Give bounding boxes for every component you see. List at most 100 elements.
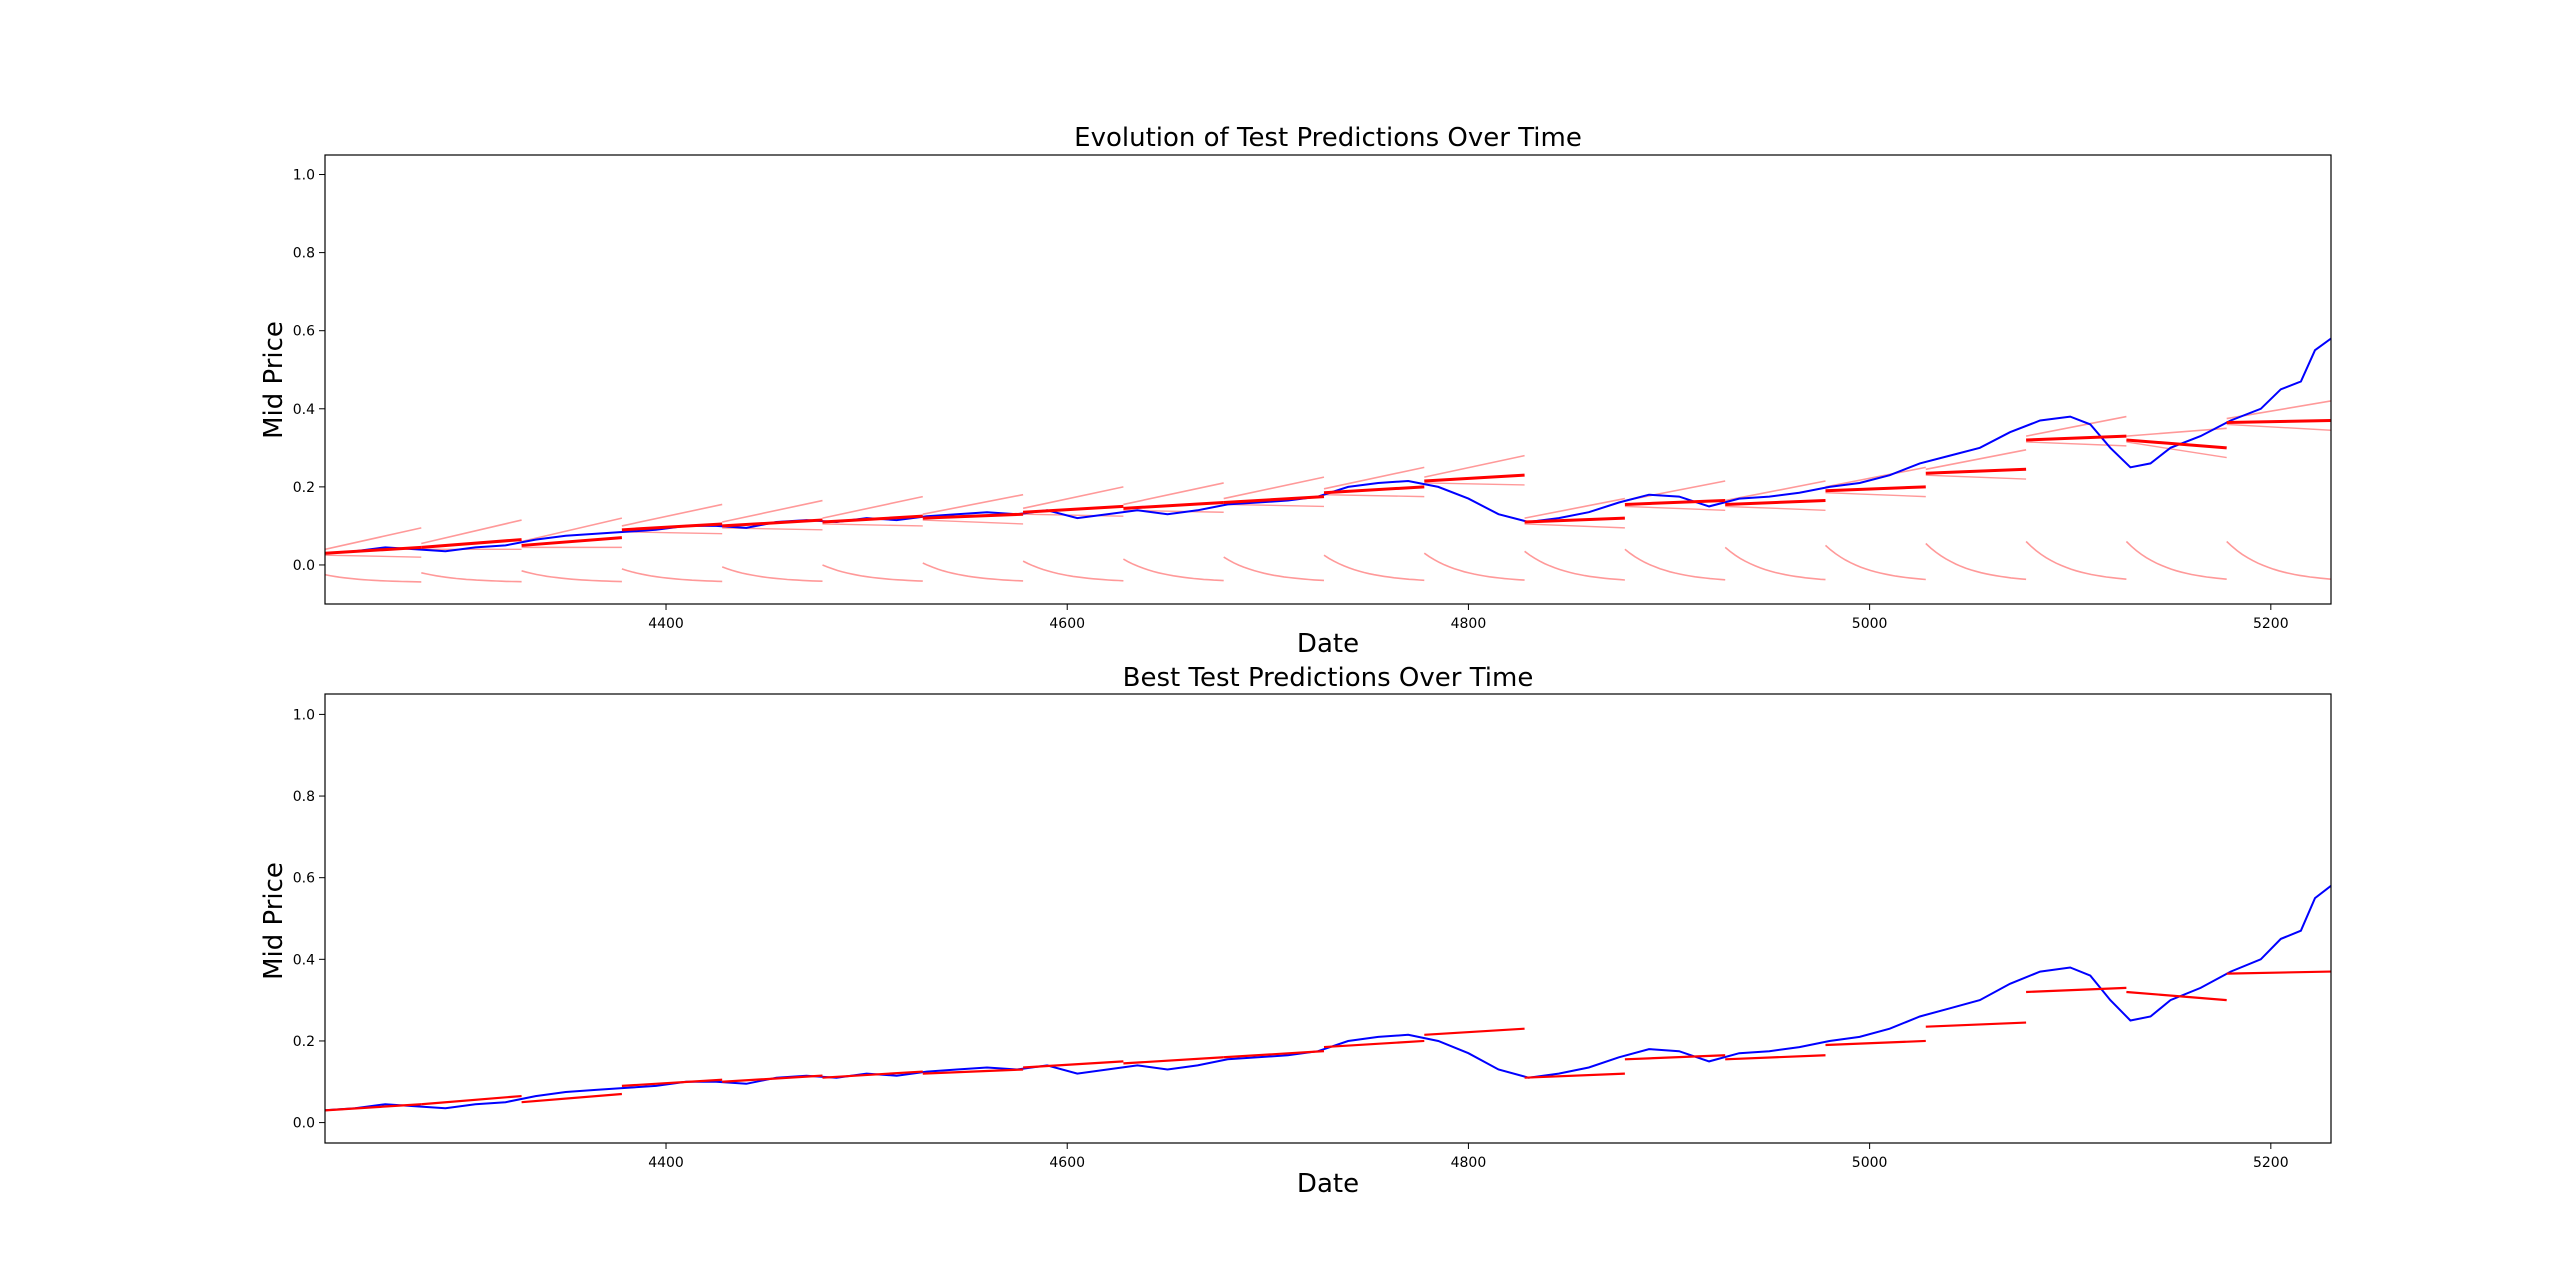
x-axis-label: Date bbox=[1297, 1169, 1359, 1199]
prediction-segment bbox=[521, 536, 623, 547]
prediction-segment bbox=[1123, 1056, 1224, 1065]
faded-prediction-line bbox=[1223, 476, 1325, 500]
y-tick-label: 0.8 bbox=[293, 789, 315, 805]
faded-decay-curve bbox=[621, 568, 723, 583]
y-tick-label: 0.6 bbox=[293, 871, 315, 887]
prediction-segment bbox=[922, 512, 1024, 520]
chart-title: Best Test Predictions Over Time bbox=[1123, 663, 1534, 693]
x-tick-label: 4800 bbox=[1451, 616, 1487, 632]
faded-prediction-line bbox=[822, 495, 923, 519]
evolution-chart: Evolution of Test Predictions Over Time … bbox=[259, 123, 2332, 659]
faded-prediction-line bbox=[621, 531, 723, 535]
faded-prediction-line bbox=[1524, 523, 1625, 529]
faded-decay-curve bbox=[2025, 540, 2127, 580]
x-tick-label: 5200 bbox=[2253, 1155, 2289, 1171]
faded-prediction-line bbox=[1323, 493, 1425, 498]
faded-prediction-line bbox=[1825, 492, 1926, 498]
prediction-segment bbox=[421, 538, 522, 549]
prediction-segment bbox=[1925, 1021, 2027, 1028]
faded-decay-curve bbox=[2125, 540, 2227, 580]
prediction-segment bbox=[1223, 495, 1325, 504]
faded-decay-curve bbox=[822, 564, 923, 582]
x-axis-label: Date bbox=[1297, 629, 1359, 659]
x-tick-label: 5000 bbox=[1852, 616, 1888, 632]
faded-decay-curve bbox=[1925, 542, 2027, 581]
faded-prediction-line bbox=[2126, 441, 2227, 459]
y-axis-label: Mid Price bbox=[259, 321, 289, 439]
prediction-segment bbox=[421, 1094, 522, 1106]
faded-prediction-line bbox=[722, 499, 823, 523]
x-tick-label: 5200 bbox=[2253, 616, 2289, 632]
prediction-segment bbox=[1424, 473, 1525, 483]
y-tick-label: 0.4 bbox=[293, 952, 315, 968]
faded-prediction-line bbox=[325, 554, 422, 558]
prediction-segment bbox=[2026, 434, 2127, 442]
faded-prediction-line bbox=[1323, 466, 1425, 490]
faded-prediction-line bbox=[421, 519, 522, 545]
prediction-segment bbox=[1825, 1039, 1926, 1047]
faded-decay-curve bbox=[1423, 552, 1525, 581]
prediction-segment bbox=[1223, 1050, 1325, 1059]
faded-prediction-line bbox=[922, 519, 1024, 525]
faded-prediction-line bbox=[1123, 482, 1224, 506]
faded-prediction-line bbox=[2025, 415, 2127, 437]
faded-prediction-line bbox=[1725, 505, 1826, 511]
plot-area bbox=[325, 885, 2331, 1112]
y-tick-label: 0.2 bbox=[293, 480, 315, 496]
faded-prediction-line bbox=[1424, 482, 1525, 486]
axes-frame bbox=[324, 693, 2332, 1144]
x-tick-label: 4400 bbox=[648, 616, 684, 632]
prediction-segment bbox=[621, 1078, 723, 1087]
faded-prediction-line bbox=[2226, 423, 2331, 431]
prediction-segment bbox=[1023, 504, 1124, 514]
y-tick-label: 0.0 bbox=[293, 1116, 315, 1132]
faded-decay-curve bbox=[1123, 558, 1224, 582]
y-tick-label: 0.8 bbox=[293, 246, 315, 262]
prediction-segment bbox=[2026, 986, 2127, 994]
faded-prediction-line bbox=[2026, 441, 2127, 447]
prediction-segment bbox=[722, 1074, 823, 1083]
prediction-segment bbox=[1825, 485, 1926, 493]
prediction-segment bbox=[2126, 990, 2227, 1002]
y-tick-label: 0.4 bbox=[293, 402, 315, 418]
actual-mid-price-line bbox=[325, 885, 2331, 1112]
y-tick-label: 0.6 bbox=[293, 324, 315, 340]
faded-prediction-line bbox=[1624, 505, 1726, 511]
y-axis-label: Mid Price bbox=[259, 862, 289, 980]
faded-decay-curve bbox=[1223, 556, 1325, 582]
prediction-segment bbox=[1023, 1060, 1124, 1069]
faded-decay-curve bbox=[325, 573, 422, 583]
faded-decay-curve bbox=[1323, 554, 1425, 582]
faded-prediction-line bbox=[922, 493, 1024, 515]
faded-decay-curve bbox=[721, 566, 823, 582]
prediction-segment bbox=[1524, 516, 1625, 524]
prediction-segment bbox=[2226, 970, 2331, 975]
prediction-segment bbox=[1624, 1054, 1726, 1061]
faded-prediction-line bbox=[1825, 466, 1926, 488]
prediction-segment bbox=[1323, 1039, 1425, 1049]
faded-prediction-line bbox=[1424, 454, 1525, 478]
faded-prediction-line bbox=[2126, 427, 2227, 437]
best-chart: Best Test Predictions Over Time Date Mid… bbox=[259, 663, 2332, 1199]
faded-prediction-line bbox=[822, 523, 923, 527]
prediction-segment bbox=[325, 1103, 422, 1112]
prediction-segment bbox=[2126, 438, 2227, 450]
prediction-segment bbox=[521, 1092, 622, 1104]
prediction-segment bbox=[822, 514, 923, 524]
faded-decay-curve bbox=[1824, 544, 1926, 581]
faded-prediction-line bbox=[1223, 503, 1325, 508]
actual-mid-price-line bbox=[325, 337, 2331, 555]
faded-prediction-line bbox=[1524, 497, 1626, 519]
prediction-segment bbox=[1323, 485, 1425, 495]
x-tick-label: 4800 bbox=[1451, 1155, 1487, 1171]
faded-decay-curve bbox=[1724, 546, 1826, 581]
prediction-segment bbox=[1624, 499, 1726, 506]
prediction-segment bbox=[325, 545, 422, 555]
x-tick-label: 4400 bbox=[648, 1155, 684, 1171]
prediction-segment bbox=[922, 1068, 1024, 1075]
faded-prediction-line bbox=[1925, 474, 2027, 480]
axes-frame bbox=[324, 154, 2332, 605]
faded-prediction-line bbox=[1023, 513, 1124, 517]
faded-decay-curve bbox=[1524, 550, 1625, 581]
